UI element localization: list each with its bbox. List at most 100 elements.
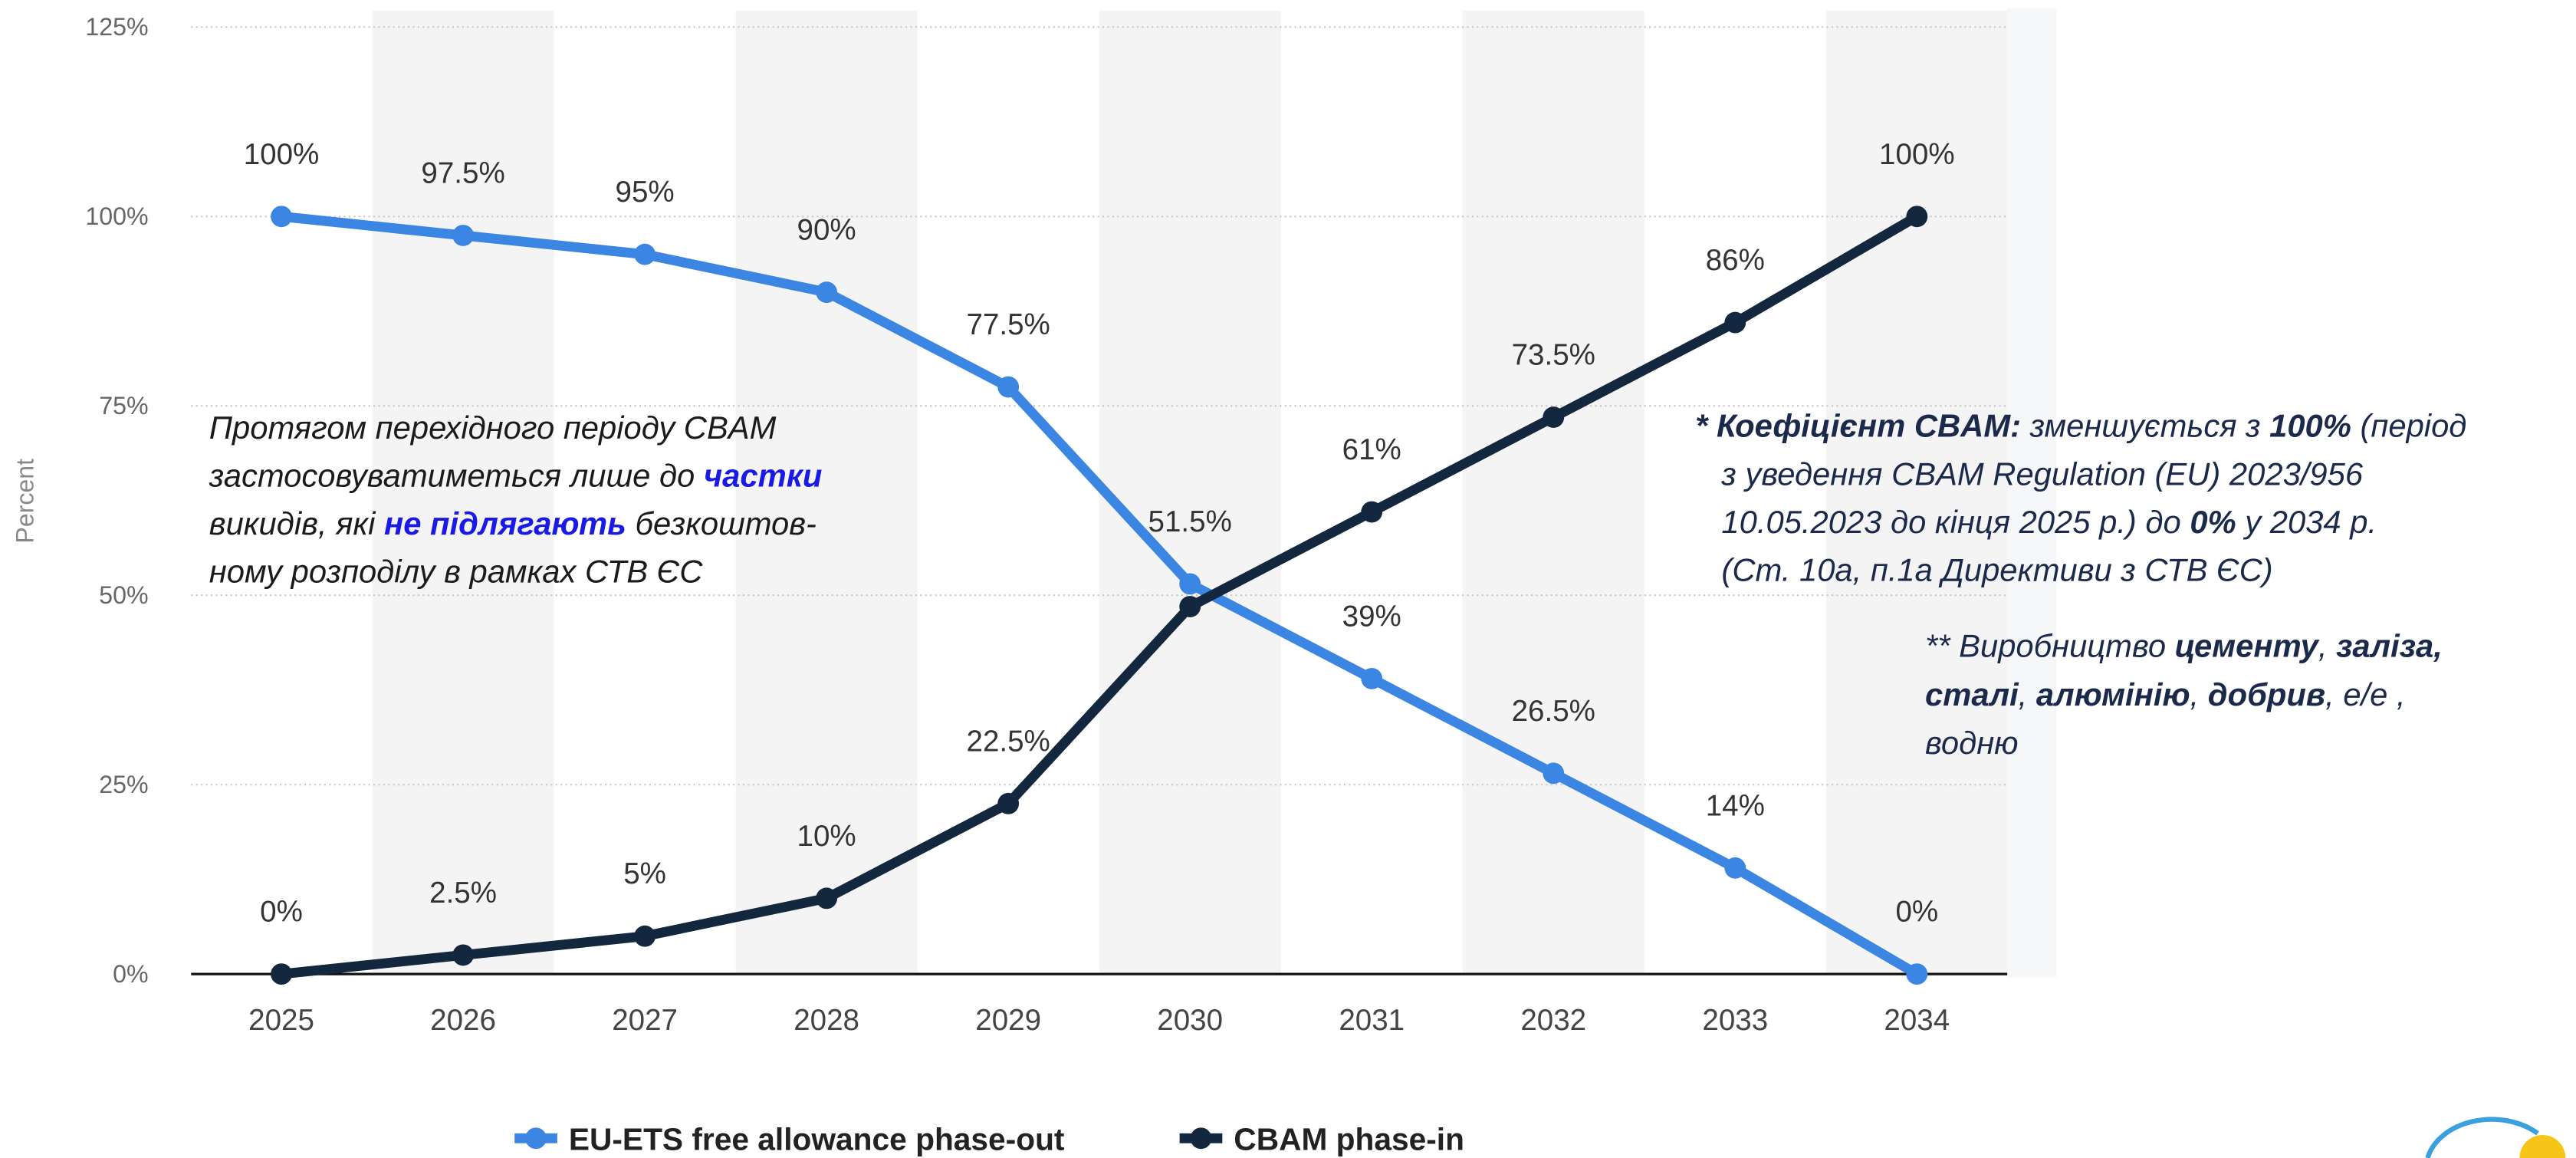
- annotation-line: (Ст. 10а, п.1а Директиви з СТВ ЄС): [1721, 551, 2272, 587]
- data-point: [816, 887, 838, 910]
- data-point: [1179, 573, 1201, 595]
- data-label: 86%: [1706, 244, 1765, 277]
- data-point: [997, 792, 1020, 814]
- data-point: [1179, 596, 1201, 617]
- annotation-text: сталі: [1925, 676, 2019, 712]
- annotation-text: 10.05.2023 до кінця 2025 р.) до: [1721, 504, 2190, 540]
- legend-marker: [525, 1127, 547, 1150]
- data-point: [1724, 311, 1746, 334]
- annotation-line: Протягом перехідного періоду CBAM: [209, 410, 777, 446]
- x-tick-label: 2032: [1520, 1004, 1586, 1037]
- data-point: [1361, 667, 1383, 689]
- annotation-text: ,: [2318, 628, 2336, 664]
- data-point: [271, 963, 292, 985]
- x-tick-label: 2026: [430, 1004, 496, 1037]
- annotation-line: з уведення CBAM Regulation (EU) 2023/956: [1720, 456, 2363, 492]
- annotation-line: * Коефіцієнт CBAM: зменшується з 100% (п…: [1695, 408, 2466, 444]
- data-point: [1543, 406, 1565, 428]
- data-label: 100%: [1879, 138, 1955, 171]
- annotation-text: Протягом перехідного періоду CBAM: [209, 410, 777, 446]
- data-label: 51.5%: [1148, 505, 1232, 538]
- logo-arc: [2425, 1117, 2539, 1158]
- data-label: 2.5%: [429, 877, 497, 910]
- data-label: 73.5%: [1512, 339, 1595, 372]
- annotation-line: 10.05.2023 до кінця 2025 р.) до 0% у 203…: [1721, 504, 2377, 540]
- annotation-text: (період: [2351, 408, 2467, 444]
- annotation-text: , е/е ,: [2325, 676, 2405, 712]
- annotation-text: алюмінію: [2036, 676, 2190, 712]
- y-tick-label: 50%: [99, 581, 148, 609]
- data-label: 100%: [244, 138, 320, 171]
- column-band: [1825, 10, 2008, 975]
- x-tick-label: 2028: [794, 1004, 859, 1037]
- data-point: [997, 376, 1020, 398]
- column-band: [1462, 10, 1644, 975]
- annotation-text: заліза,: [2336, 628, 2443, 664]
- x-tick-label: 2030: [1157, 1004, 1223, 1037]
- data-label: 77.5%: [967, 308, 1050, 341]
- logo-sun: [2519, 1135, 2566, 1158]
- data-label: 61%: [1342, 433, 1401, 466]
- data-label: 97.5%: [421, 156, 504, 189]
- column-band: [1099, 10, 1281, 975]
- data-label: 0%: [1895, 896, 1938, 929]
- annotation-text: у 2034 р.: [2236, 504, 2377, 540]
- data-point: [1906, 963, 1928, 985]
- y-tick-label: 25%: [99, 771, 148, 798]
- legend-label: CBAM phase-in: [1234, 1121, 1464, 1156]
- data-label: 22.5%: [967, 725, 1050, 758]
- annotation-line: застосовуватиметься лише до частки: [209, 457, 823, 493]
- data-point: [452, 225, 475, 246]
- data-point: [1906, 206, 1928, 228]
- annotation-line: водню: [1925, 725, 2019, 761]
- annotation-text: з уведення CBAM Regulation (EU) 2023/956: [1720, 456, 2363, 492]
- data-point: [634, 243, 656, 265]
- annotation-text: зменшується з: [2021, 408, 2269, 444]
- annotation-text: (Ст. 10а, п.1а Директиви з СТВ ЄС): [1721, 551, 2272, 587]
- data-point: [816, 281, 838, 303]
- annotation-text: не підлягають: [384, 505, 626, 541]
- data-point: [452, 944, 475, 966]
- annotation-text: безкоштов-: [626, 505, 816, 541]
- series-line: [281, 212, 1920, 979]
- annotation-line: ** Виробництво цементу, заліза,: [1925, 628, 2443, 664]
- x-tick-label: 2029: [975, 1004, 1041, 1037]
- annotation-text: ,: [2190, 676, 2208, 712]
- annotation-text: водню: [1925, 725, 2019, 761]
- y-tick-label: 0%: [113, 960, 148, 988]
- annotation-text: 100%: [2269, 408, 2351, 444]
- data-label: 90%: [797, 214, 856, 247]
- annotation-text: ,: [2019, 676, 2036, 712]
- data-label: 39%: [1342, 600, 1401, 633]
- side-strip: [2007, 8, 2057, 978]
- annotation-line: ному розподілу в рамках СТВ ЄС: [209, 553, 703, 589]
- data-label: 26.5%: [1512, 695, 1595, 728]
- data-point: [1361, 501, 1383, 523]
- annotation-text: добрив: [2208, 676, 2325, 712]
- data-point: [1724, 857, 1746, 879]
- x-tick-label: 2025: [248, 1004, 314, 1037]
- y-tick-label: 125%: [85, 13, 148, 41]
- data-point: [1543, 762, 1565, 785]
- legend-label: EU-ETS free allowance phase-out: [569, 1121, 1065, 1156]
- column-band: [735, 10, 918, 975]
- legend-marker: [1190, 1127, 1212, 1150]
- data-label: 14%: [1706, 789, 1765, 822]
- y-tick-label: 75%: [99, 392, 148, 419]
- data-point: [271, 206, 292, 228]
- x-tick-label: 2033: [1702, 1004, 1768, 1037]
- annotation-text: цементу: [2175, 628, 2320, 664]
- annotation-line: викидів, які не підлягають безкоштов-: [209, 505, 816, 541]
- annotation-text: застосовуватиметься лише до: [209, 457, 704, 493]
- column-band: [372, 10, 554, 975]
- y-axis-label: Percent: [12, 459, 39, 544]
- data-label: 95%: [616, 176, 675, 209]
- x-tick-label: 2027: [612, 1004, 678, 1037]
- data-label: 0%: [260, 896, 303, 929]
- annotation-text: 0%: [2190, 504, 2236, 540]
- x-tick-label: 2031: [1339, 1004, 1405, 1037]
- annotation-text: частки: [704, 457, 823, 493]
- data-label: 5%: [623, 857, 666, 890]
- annotation-text: ** Виробництво: [1925, 628, 2175, 664]
